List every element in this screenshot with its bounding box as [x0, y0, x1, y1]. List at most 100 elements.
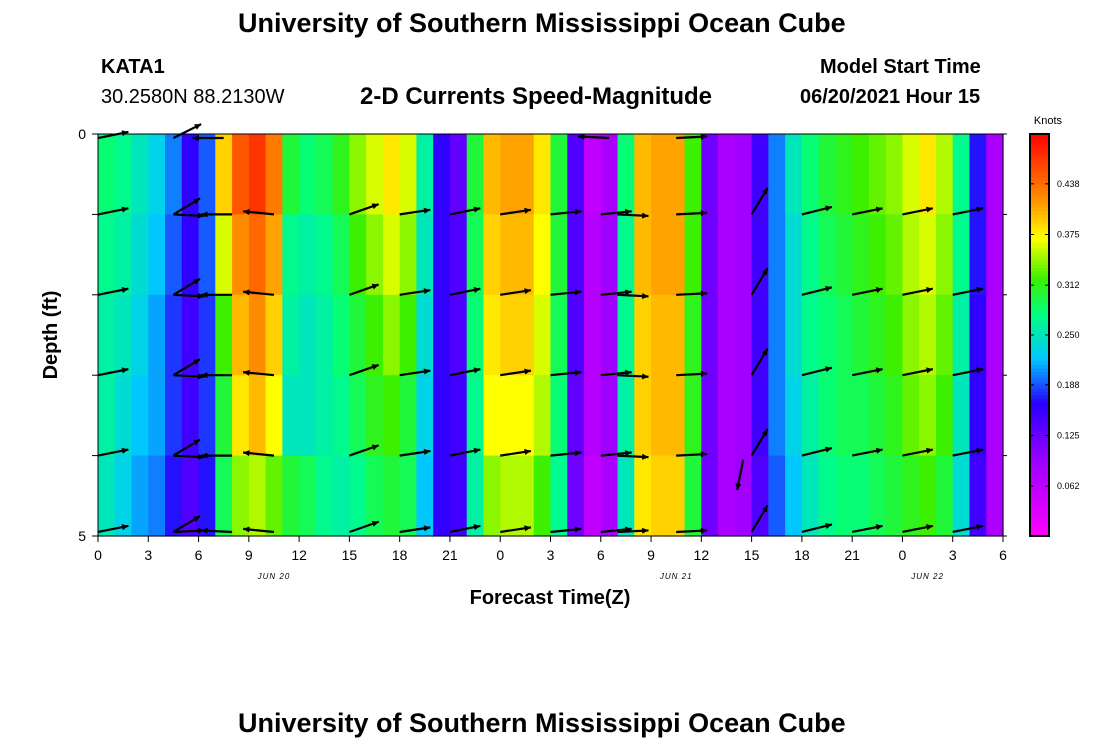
- current-arrow: [243, 450, 275, 457]
- heatmap-cell: [600, 214, 619, 296]
- heatmap-cell: [349, 134, 367, 215]
- colorbar-swatch: [1030, 167, 1049, 172]
- colorbar-swatch: [1030, 221, 1049, 226]
- current-arrow: [801, 285, 833, 296]
- colorbar-swatch: [1030, 284, 1049, 289]
- arrow-head: [700, 527, 708, 534]
- heatmap-cell: [835, 134, 853, 215]
- arrow-head: [875, 447, 883, 454]
- heatmap-cell: [902, 294, 920, 376]
- current-arrow: [449, 524, 481, 534]
- heatmap-cell: [265, 294, 283, 376]
- heatmap-cell: [315, 214, 334, 296]
- current-arrow: [617, 212, 649, 219]
- heatmap-cell: [131, 134, 149, 215]
- heatmap-cell: [651, 214, 669, 296]
- heatmap-cell: [600, 134, 619, 215]
- current-arrow: [449, 286, 481, 296]
- colorbar-swatch: [1030, 499, 1049, 504]
- heatmap-cell: [433, 294, 451, 376]
- heatmap-cell: [483, 294, 501, 376]
- current-arrow: [750, 504, 769, 533]
- arrow-head: [201, 291, 208, 298]
- colorbar-swatch: [1030, 432, 1049, 437]
- heatmap-cell: [299, 455, 317, 537]
- heatmap-cell: [433, 214, 451, 296]
- current-arrow: [172, 277, 201, 296]
- colorbar-swatch: [1030, 328, 1049, 333]
- current-arrow: [851, 447, 883, 457]
- colorbar-swatch: [1030, 348, 1049, 353]
- heatmap-cell: [449, 134, 468, 215]
- current-arrow: [201, 452, 233, 459]
- arrow-head: [976, 367, 984, 374]
- current-arrow: [449, 367, 481, 377]
- colorbar-swatch: [1030, 211, 1049, 215]
- colorbar-swatch: [1030, 515, 1049, 520]
- arrow-head: [574, 526, 582, 533]
- heatmap-cell: [751, 294, 769, 376]
- page-title: University of Southern Mississippi Ocean…: [238, 8, 846, 38]
- colorbar-swatch: [1030, 368, 1049, 373]
- heatmap-cell: [198, 455, 216, 537]
- colorbar-swatch: [1030, 458, 1049, 463]
- heatmap-cell: [852, 455, 870, 537]
- heatmap-cell: [550, 214, 568, 296]
- colorbar-swatch: [1030, 154, 1049, 159]
- arrow-head: [473, 447, 481, 454]
- heatmap-cell: [835, 455, 853, 537]
- colorbar-swatch: [1030, 412, 1049, 416]
- colorbar-swatch: [1030, 532, 1049, 537]
- chart-title: 2-D Currents Speed-Magnitude: [360, 83, 713, 110]
- colorbar-swatch: [1030, 294, 1049, 299]
- current-arrow: [399, 525, 431, 534]
- colorbar-swatch: [1030, 395, 1049, 400]
- heatmap-cell: [265, 134, 283, 215]
- heatmap-cell: [332, 455, 350, 537]
- colorbar-swatch: [1030, 475, 1049, 480]
- colorbar-swatch: [1030, 522, 1049, 527]
- heatmap-cell: [684, 214, 702, 296]
- arrow-head: [194, 124, 202, 130]
- current-arrow: [399, 448, 431, 457]
- heatmap-cell: [919, 294, 937, 376]
- colorbar-swatch: [1030, 314, 1049, 319]
- heatmap-cell: [801, 214, 820, 296]
- colorbar-swatch: [1030, 529, 1049, 534]
- heatmap-cell: [466, 134, 485, 215]
- colorbar-swatch: [1030, 425, 1049, 430]
- colorbar-swatch: [1030, 502, 1049, 507]
- current-arrow: [801, 205, 833, 216]
- arrow-head: [926, 524, 933, 531]
- colorbar-swatch: [1030, 408, 1049, 413]
- heatmap-cell: [785, 214, 803, 296]
- colorbar-swatch: [1030, 525, 1049, 530]
- heatmap-cell: [567, 294, 585, 376]
- heatmap-cell: [181, 455, 200, 537]
- heatmap-cell: [550, 455, 568, 537]
- colorbar-swatch: [1030, 509, 1049, 514]
- heatmap-cell: [349, 375, 367, 457]
- footer-title: University of Southern Mississippi Ocean…: [238, 708, 846, 738]
- current-arrow: [172, 358, 201, 377]
- heatmap-cell: [433, 375, 451, 457]
- colorbar-swatch: [1030, 358, 1049, 363]
- current-arrow: [801, 523, 833, 534]
- heatmap-cell: [315, 455, 334, 537]
- heatmap-cell: [232, 455, 250, 537]
- heatmap-cell: [533, 375, 552, 457]
- current-arrow: [172, 123, 202, 140]
- arrow-head: [243, 208, 250, 215]
- heatmap-cell: [600, 455, 619, 537]
- heatmap-cell: [785, 375, 803, 457]
- colorbar-swatch: [1030, 324, 1049, 329]
- heatmap-cell: [382, 375, 401, 457]
- current-arrow: [617, 292, 649, 300]
- heatmap-cell: [550, 134, 568, 215]
- colorbar-swatch: [1030, 187, 1049, 192]
- x-tick-label: 15: [342, 547, 358, 563]
- arrow-head: [423, 448, 431, 455]
- colorbar-swatch: [1030, 338, 1049, 343]
- x-tick-label: 18: [392, 547, 408, 563]
- heatmap-cell: [198, 294, 216, 376]
